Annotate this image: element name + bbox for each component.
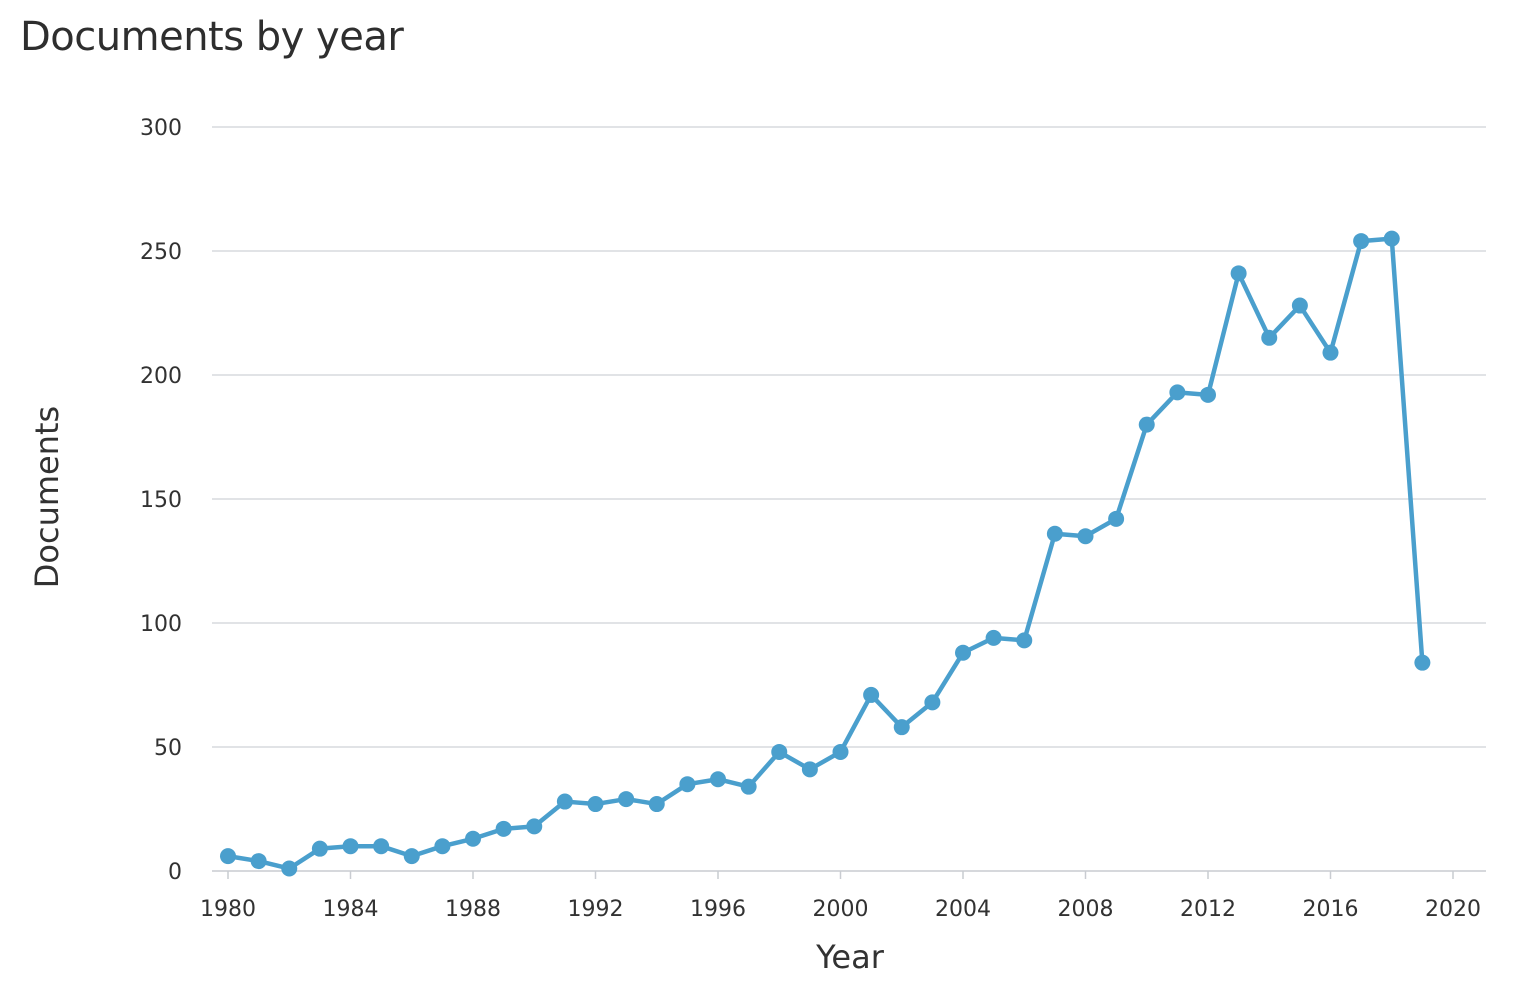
data-point-2003[interactable] bbox=[924, 694, 941, 711]
data-point-1981[interactable] bbox=[250, 853, 267, 870]
x-tick-label-2000: 2000 bbox=[813, 897, 869, 922]
data-point-2018[interactable] bbox=[1383, 230, 1400, 247]
series-line-0 bbox=[225, 236, 1425, 871]
data-point-1983[interactable] bbox=[311, 840, 328, 857]
data-point-2016[interactable] bbox=[1322, 344, 1339, 361]
data-point-1986[interactable] bbox=[403, 848, 420, 865]
x-tick-label-2020: 2020 bbox=[1425, 897, 1481, 922]
data-point-1980[interactable] bbox=[220, 848, 236, 865]
data-point-1987[interactable] bbox=[434, 838, 451, 855]
data-point-2004[interactable] bbox=[955, 644, 971, 661]
gridlines bbox=[212, 126, 1486, 872]
data-point-1982[interactable] bbox=[281, 860, 298, 877]
data-point-1990[interactable] bbox=[526, 818, 543, 835]
data-point-2002[interactable] bbox=[893, 719, 910, 736]
data-point-2012[interactable] bbox=[1200, 386, 1216, 403]
data-point-2001[interactable] bbox=[863, 686, 880, 703]
data-point-2005[interactable] bbox=[985, 629, 1002, 646]
x-tick-label-1980: 1980 bbox=[200, 897, 256, 922]
y-axis-tick-labels: 0 50 100 150 200 250 300 bbox=[140, 116, 182, 885]
data-point-1995[interactable] bbox=[679, 776, 696, 793]
data-point-1994[interactable] bbox=[648, 796, 665, 813]
x-tick-label-2012: 2012 bbox=[1180, 897, 1236, 922]
data-point-2013[interactable] bbox=[1230, 265, 1247, 282]
data-point-2011[interactable] bbox=[1169, 384, 1186, 401]
data-point-1997[interactable] bbox=[740, 778, 757, 795]
x-tick-label-1984: 1984 bbox=[323, 897, 379, 922]
data-point-2009[interactable] bbox=[1108, 510, 1125, 527]
data-point-1991[interactable] bbox=[556, 793, 573, 810]
y-axis-title: Documents bbox=[28, 406, 66, 588]
data-point-2017[interactable] bbox=[1353, 233, 1370, 250]
data-point-1999[interactable] bbox=[801, 761, 818, 778]
data-point-1992[interactable] bbox=[587, 796, 604, 813]
y-tick-label-50: 50 bbox=[154, 736, 182, 761]
x-tick-label-1992: 1992 bbox=[568, 897, 624, 922]
x-tick-label-2004: 2004 bbox=[935, 897, 991, 922]
x-tick-label-2016: 2016 bbox=[1303, 897, 1359, 922]
data-point-2007[interactable] bbox=[1046, 525, 1063, 542]
y-tick-label-200: 200 bbox=[140, 364, 182, 389]
chart-title: Documents by year bbox=[20, 14, 404, 60]
y-tick-label-250: 250 bbox=[140, 240, 182, 265]
data-point-1996[interactable] bbox=[710, 771, 726, 788]
x-tick-label-1988: 1988 bbox=[445, 897, 501, 922]
y-tick-label-300: 300 bbox=[140, 116, 182, 141]
series-layer bbox=[220, 230, 1431, 877]
data-point-1993[interactable] bbox=[618, 791, 635, 808]
data-point-1988[interactable] bbox=[465, 830, 481, 847]
x-axis-tick-labels: 1980 1984 1988 1992 1996 2000 2004 2008 2012 2016… bbox=[200, 871, 1481, 922]
data-point-2015[interactable] bbox=[1291, 297, 1308, 314]
x-tick-label-1996: 1996 bbox=[690, 897, 746, 922]
data-point-2006[interactable] bbox=[1016, 632, 1033, 649]
data-point-1998[interactable] bbox=[771, 743, 788, 760]
data-point-1989[interactable] bbox=[495, 820, 512, 837]
x-axis-title: Year bbox=[815, 938, 885, 976]
data-point-2019[interactable] bbox=[1414, 654, 1431, 671]
data-point-2014[interactable] bbox=[1261, 329, 1278, 346]
data-point-1984[interactable] bbox=[342, 838, 359, 855]
y-tick-label-100: 100 bbox=[140, 612, 182, 637]
y-tick-label-0: 0 bbox=[168, 860, 182, 885]
x-tick-label-2008: 2008 bbox=[1058, 897, 1114, 922]
y-tick-label-150: 150 bbox=[140, 488, 182, 513]
data-point-2008[interactable] bbox=[1077, 528, 1094, 545]
data-point-2010[interactable] bbox=[1138, 416, 1155, 433]
data-point-2000[interactable] bbox=[832, 743, 849, 760]
data-point-1985[interactable] bbox=[373, 838, 390, 855]
